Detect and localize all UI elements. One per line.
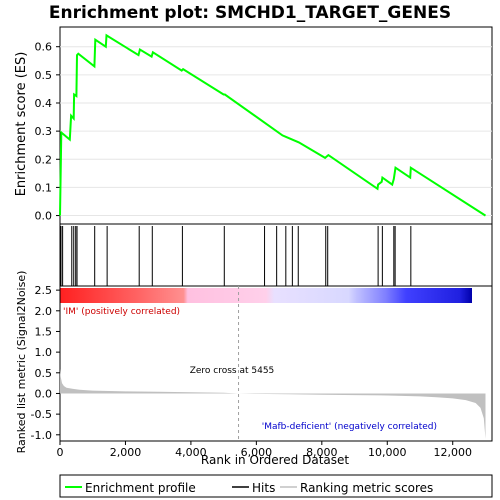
es-y-axis: 0.0 0.1 0.2 0.3 0.4 0.5 0.6 [35, 41, 60, 223]
x-axis-label: Rank in Ordered Dataset [201, 453, 349, 467]
es-panel-frame [59, 26, 493, 225]
es-y-axis-label: Enrichment score (ES) [14, 52, 29, 197]
hits-panel-frame [59, 223, 493, 287]
es-y-tick-label: 0.1 [35, 181, 53, 194]
metric-y-tick-label: 2.5 [35, 284, 53, 297]
metric-y-tick-label: 2.0 [35, 305, 53, 318]
es-y-tick-label: 0.3 [35, 125, 53, 138]
x-tick-label: 0 [57, 446, 64, 459]
heat-bar [60, 288, 472, 303]
chart-title: Enrichment plot: SMCHD1_TARGET_GENES [49, 3, 451, 23]
metric-panel-frame [59, 285, 493, 442]
zero-cross-label: Zero cross at 5455 [190, 366, 275, 376]
es-y-tick-label: 0.4 [35, 97, 53, 110]
positive-correlation-label: 'IM' (positively correlated) [63, 307, 180, 317]
legend-frame [59, 474, 493, 498]
es-y-tick-label: 0.2 [35, 153, 53, 166]
metric-y-tick-label: -0.5 [31, 408, 52, 421]
es-y-tick-label: 0.5 [35, 69, 53, 82]
hit-markers [60, 226, 412, 286]
legend-hits-label: Hits [252, 481, 275, 495]
x-tick-label: 4,000 [175, 446, 207, 459]
metric-x-axis: 0 2,000 4,000 6,000 8,000 10,000 12,000 [57, 441, 472, 459]
x-tick-label: 12,000 [433, 446, 472, 459]
es-y-tick-label: 0.6 [35, 41, 53, 54]
x-tick-label: 10,000 [368, 446, 407, 459]
enrichment-profile-line [59, 33, 487, 217]
metric-y-axis: -1.0 -0.5 0.0 0.5 1.0 1.5 2.0 2.5 [31, 284, 60, 442]
x-tick-label: 6,000 [241, 446, 273, 459]
legend-metric-label: Ranking metric scores [300, 481, 433, 495]
es-grid [60, 46, 492, 217]
negative-correlation-label: 'Mafb-deficient' (negatively correlated) [262, 422, 437, 432]
legend-enrichment-label: Enrichment profile [85, 481, 196, 495]
metric-y-tick-label: 1.5 [35, 325, 53, 338]
metric-y-tick-label: 0.5 [35, 367, 53, 380]
x-tick-label: 8,000 [306, 446, 338, 459]
metric-y-tick-label: -1.0 [31, 429, 52, 442]
metric-y-tick-label: 1.0 [35, 346, 53, 359]
es-y-tick-label: 0.0 [35, 210, 53, 223]
metric-y-tick-label: 0.0 [35, 387, 53, 400]
x-tick-label: 2,000 [110, 446, 142, 459]
metric-y-axis-label: Ranked list metric (Signal2Noise) [15, 271, 28, 454]
